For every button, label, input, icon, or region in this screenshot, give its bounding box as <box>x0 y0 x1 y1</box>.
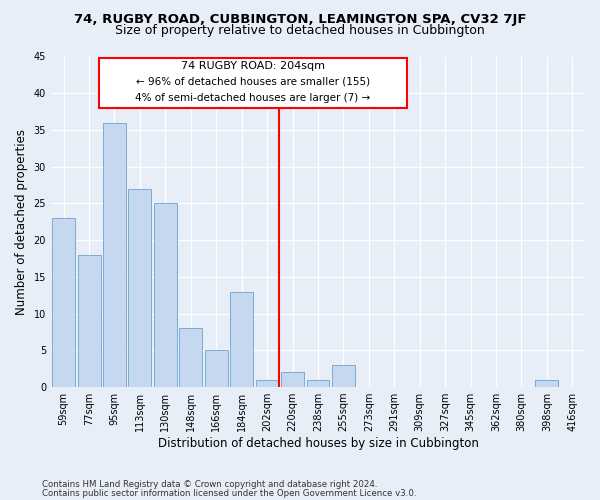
Text: 74 RUGBY ROAD: 204sqm: 74 RUGBY ROAD: 204sqm <box>181 61 325 71</box>
Text: 4% of semi-detached houses are larger (7) →: 4% of semi-detached houses are larger (7… <box>136 92 371 102</box>
Bar <box>256 380 278 387</box>
Bar <box>205 350 227 387</box>
Bar <box>77 255 101 387</box>
FancyBboxPatch shape <box>99 58 407 108</box>
Bar <box>307 380 329 387</box>
Text: Size of property relative to detached houses in Cubbington: Size of property relative to detached ho… <box>115 24 485 37</box>
Text: 74, RUGBY ROAD, CUBBINGTON, LEAMINGTON SPA, CV32 7JF: 74, RUGBY ROAD, CUBBINGTON, LEAMINGTON S… <box>74 12 526 26</box>
Y-axis label: Number of detached properties: Number of detached properties <box>15 129 28 315</box>
Text: Contains HM Land Registry data © Crown copyright and database right 2024.: Contains HM Land Registry data © Crown c… <box>42 480 377 489</box>
Bar <box>103 122 126 387</box>
Bar <box>128 188 151 387</box>
Bar <box>179 328 202 387</box>
Bar <box>332 365 355 387</box>
Bar <box>52 218 75 387</box>
X-axis label: Distribution of detached houses by size in Cubbington: Distribution of detached houses by size … <box>158 437 478 450</box>
Bar <box>230 292 253 387</box>
Bar <box>535 380 558 387</box>
Bar <box>154 204 177 387</box>
Text: Contains public sector information licensed under the Open Government Licence v3: Contains public sector information licen… <box>42 488 416 498</box>
Bar <box>281 372 304 387</box>
Text: ← 96% of detached houses are smaller (155): ← 96% of detached houses are smaller (15… <box>136 76 370 86</box>
